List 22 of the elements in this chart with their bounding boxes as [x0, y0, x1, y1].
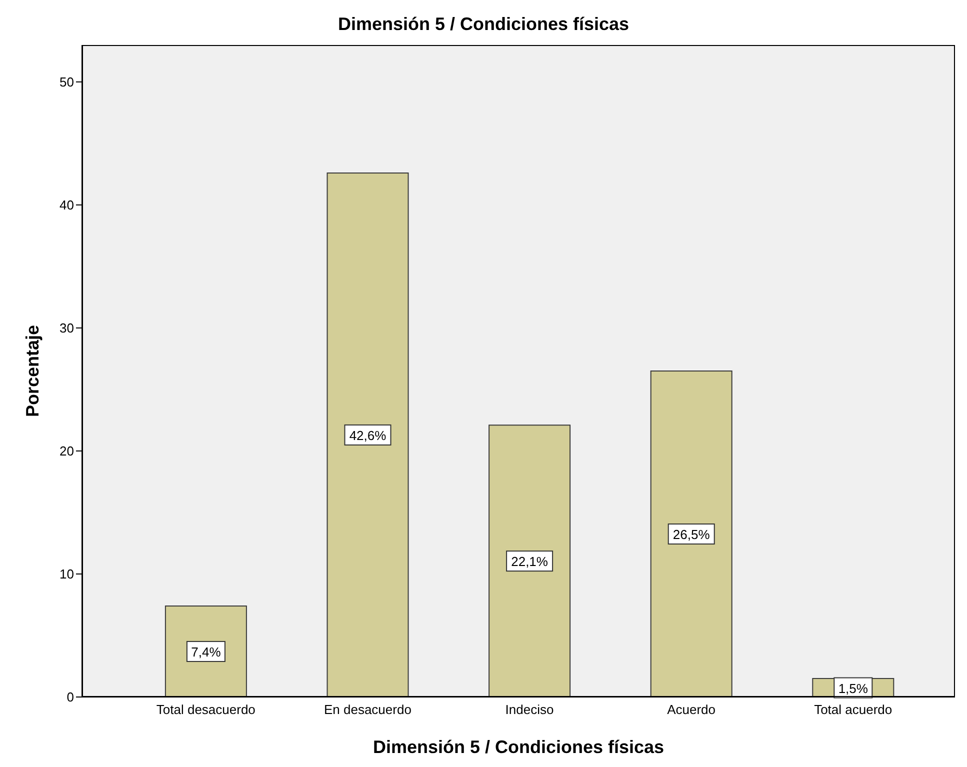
data-label: 22,1% [511, 554, 548, 570]
bar [326, 172, 409, 697]
y-tick-label: 50 [60, 74, 74, 90]
y-tick-label: 40 [60, 198, 74, 213]
x-tick-label: Indeciso [505, 702, 554, 718]
y-axis-title: Porcentaje [22, 324, 42, 418]
chart-title: Dimensión 5 / Condiciones físicas [336, 14, 630, 35]
data-label: 7,4% [191, 644, 222, 660]
x-axis-title: Dimensión 5 / Condiciones físicas [372, 737, 664, 757]
x-tick-label: Acuerdo [667, 702, 716, 718]
data-label: 26,5% [672, 527, 710, 542]
bar [650, 370, 732, 697]
y-tick-label: 0 [66, 690, 74, 705]
data-label: 1,5% [838, 680, 868, 696]
x-tick-label: Total desacuerdo [156, 702, 256, 718]
y-tick-label: 30 [60, 320, 74, 336]
bar [488, 424, 571, 697]
data-label: 42,6% [349, 428, 387, 443]
x-tick-label: En desacuerdo [324, 702, 412, 718]
x-tick-label: Total acuerdo [814, 702, 892, 718]
y-tick-label: 10 [60, 566, 74, 582]
y-tick-label: 20 [60, 444, 74, 459]
